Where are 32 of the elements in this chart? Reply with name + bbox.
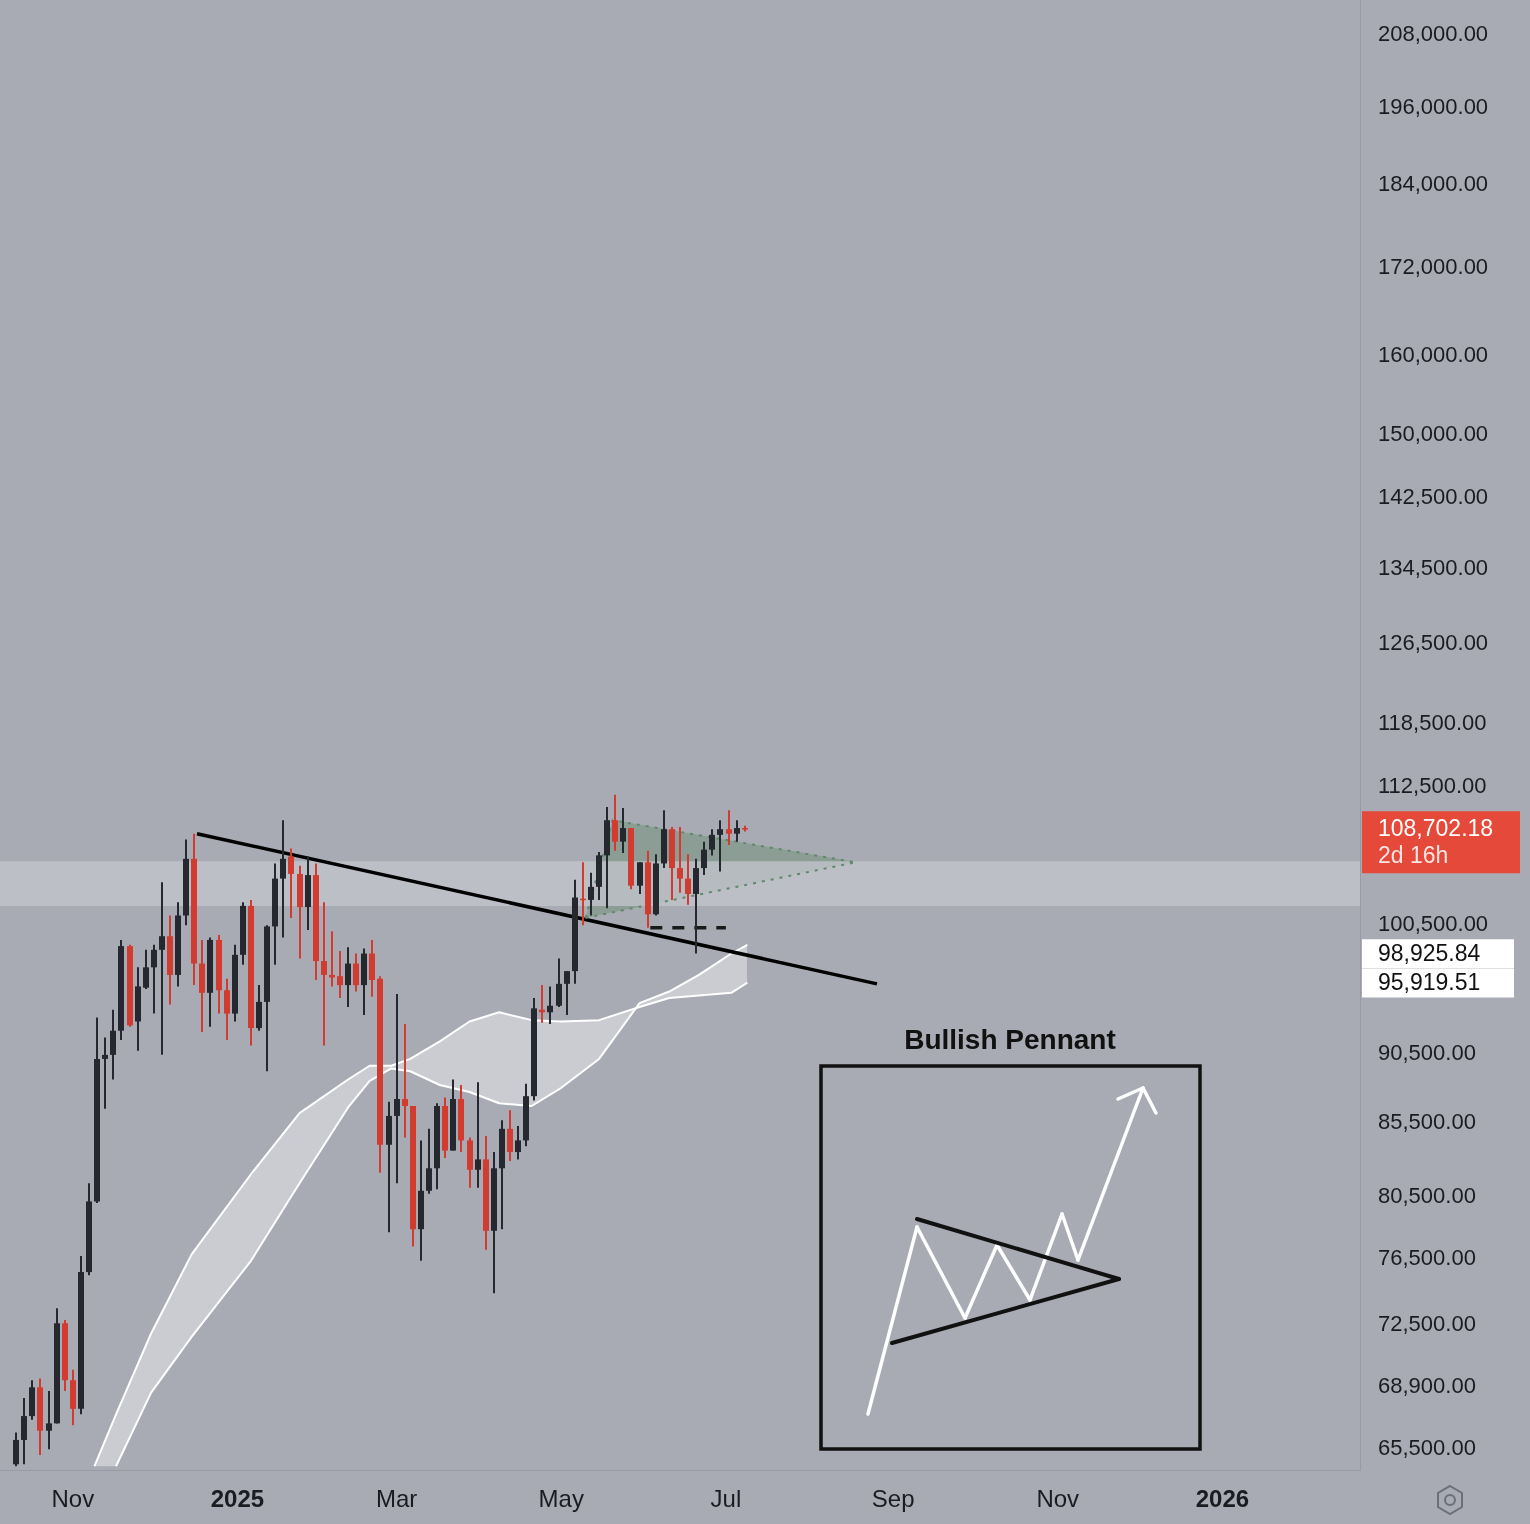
y-tick-label: 184,000.00 <box>1378 170 1489 196</box>
text: 108,702.18 <box>1378 814 1494 841</box>
x-tick-label: Jul <box>710 1485 742 1513</box>
x-tick-label: Mar <box>375 1485 418 1513</box>
y-tick-label: 208,000.00 <box>1378 20 1489 46</box>
y-tick-label: 72,500.00 <box>1378 1311 1476 1337</box>
text: 98,925.84 <box>1378 939 1481 966</box>
x-tick-label: May <box>538 1485 584 1513</box>
x-tick-label: Nov <box>1036 1485 1080 1513</box>
y-tick-label: 172,000.00 <box>1378 253 1489 279</box>
y-tick-label: 160,000.00 <box>1378 342 1489 368</box>
y-tick-label: 80,500.00 <box>1378 1182 1476 1208</box>
x-tick-label: Sep <box>871 1485 915 1513</box>
y-tick-label: 112,500.00 <box>1378 773 1487 799</box>
text: 95,919.51 <box>1378 968 1481 995</box>
text: 2d 16h <box>1378 841 1449 868</box>
y-tick-label: 150,000.00 <box>1378 421 1489 447</box>
y-tick-label: 196,000.00 <box>1378 93 1489 119</box>
y-tick-label: 142,500.00 <box>1378 483 1489 509</box>
y-tick-label: 134,500.00 <box>1378 554 1489 580</box>
y-tick-label: 76,500.00 <box>1378 1245 1476 1271</box>
annotation: Bullish Pennant <box>903 1024 1117 1056</box>
y-tick-label: 68,900.00 <box>1378 1373 1476 1399</box>
y-tick-label: 65,500.00 <box>1378 1435 1476 1461</box>
y-tick-label: 100,500.00 <box>1378 911 1489 937</box>
y-tick-label: 126,500.00 <box>1378 629 1489 655</box>
y-tick-label: 118,500.00 <box>1378 709 1487 735</box>
x-tick-label: 2025 <box>210 1485 265 1513</box>
y-tick-label: 90,500.00 <box>1378 1039 1476 1065</box>
x-tick-label: 2026 <box>1195 1485 1250 1513</box>
y-tick-label: 85,500.00 <box>1378 1109 1476 1135</box>
x-tick-label: Nov <box>51 1485 95 1513</box>
